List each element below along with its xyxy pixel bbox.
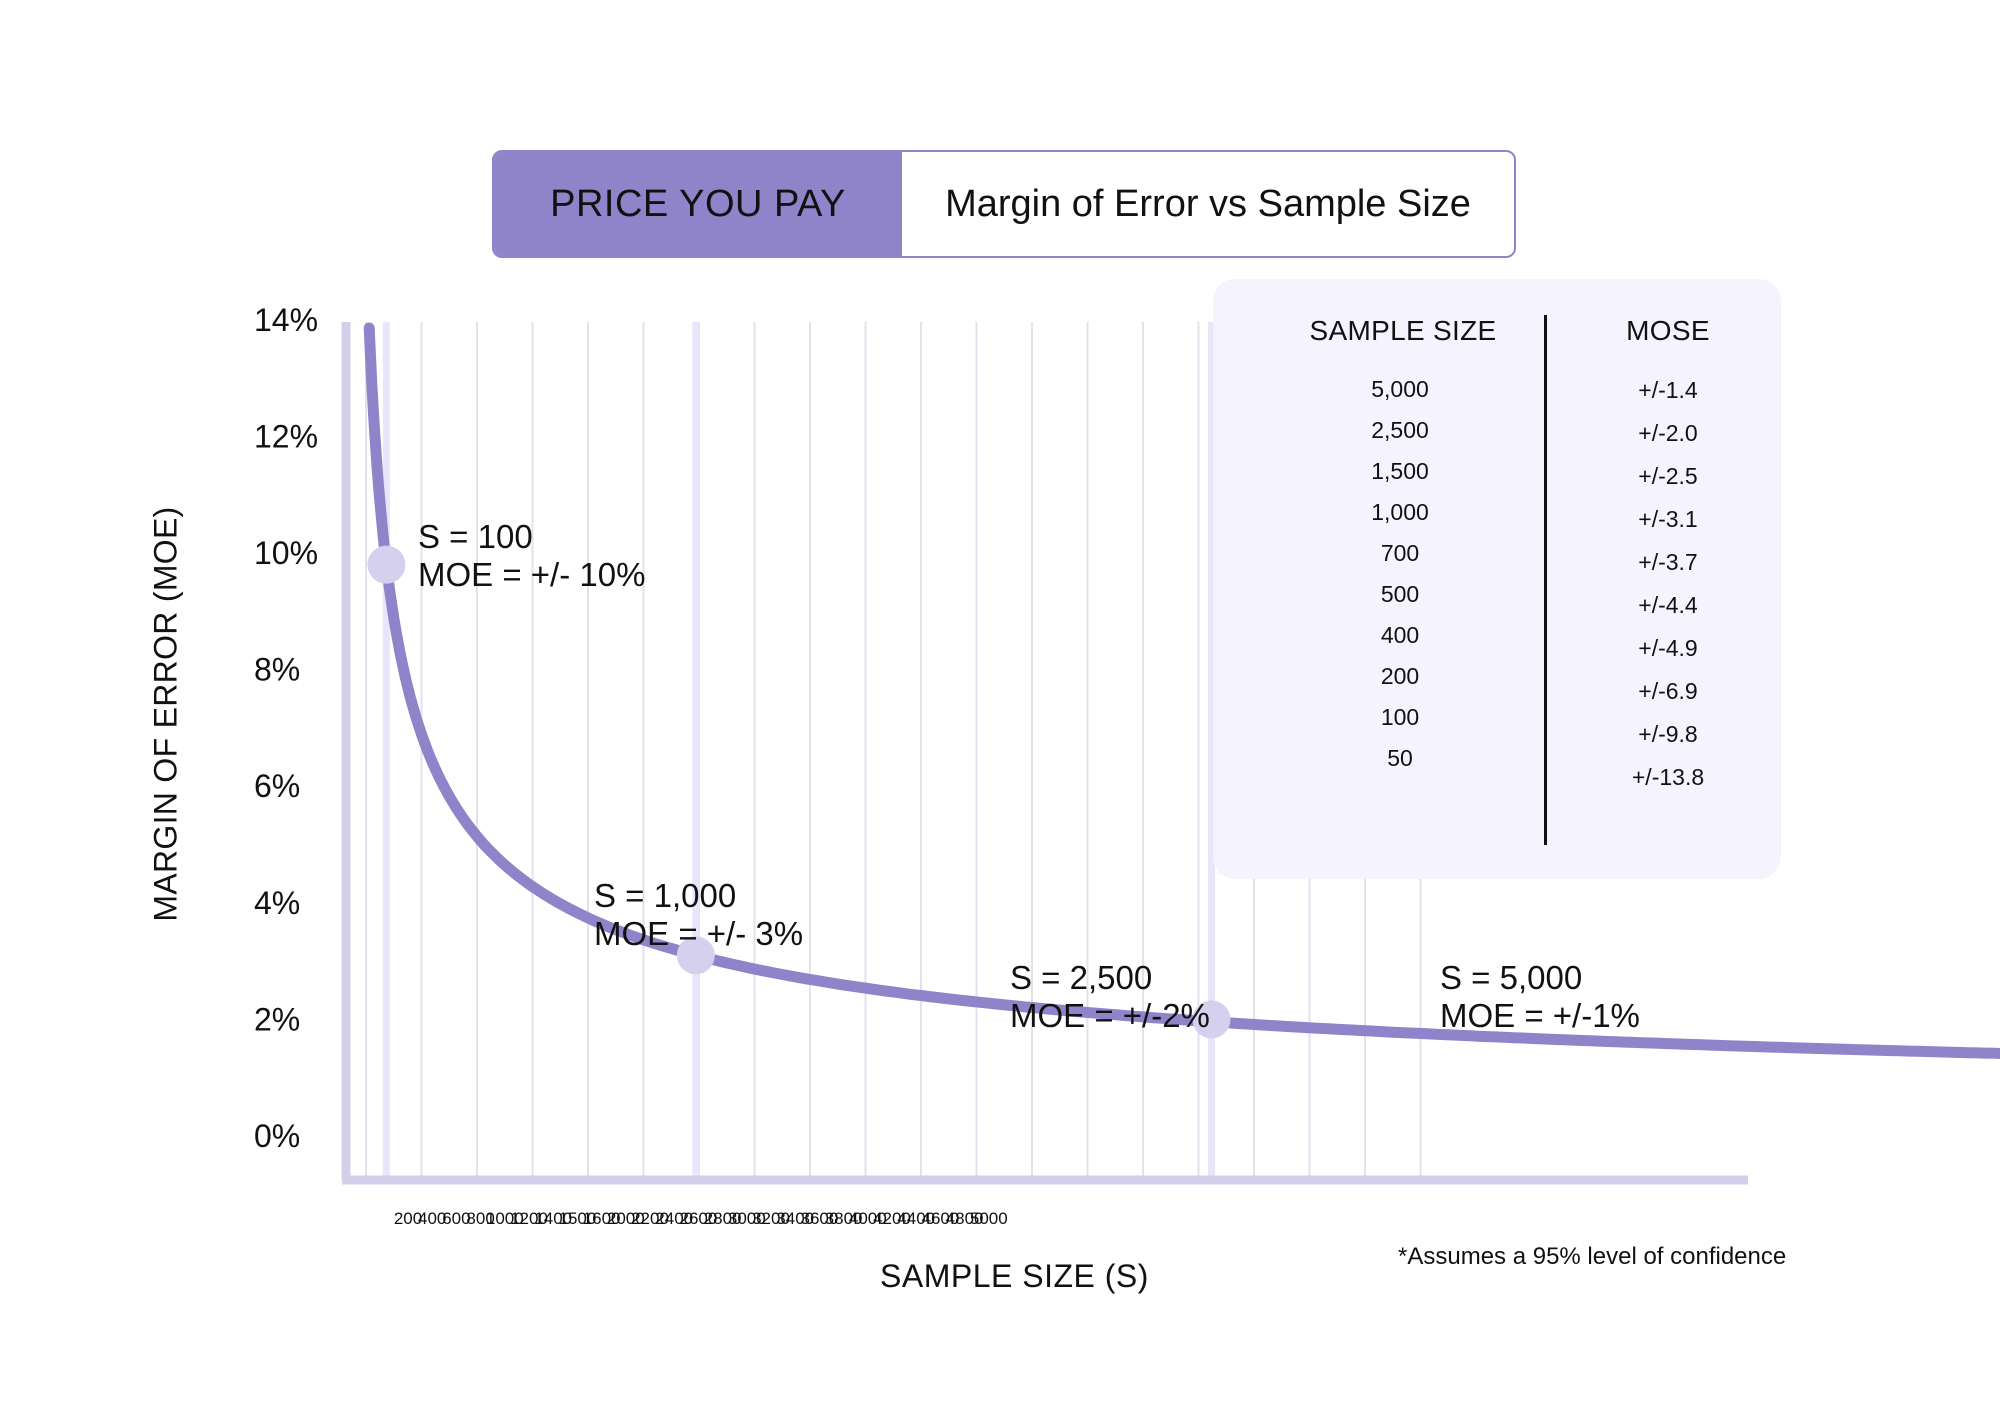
table-cell: +/-9.8 <box>1638 721 1698 747</box>
table-cell: +/-2.0 <box>1638 420 1698 446</box>
header-banner: PRICE YOU PAY Margin of Error vs Sample … <box>492 150 1516 258</box>
sample-size-header: SAMPLE SIZE <box>1309 315 1497 346</box>
x-tick-label: 1600 <box>583 1209 621 1228</box>
x-tick-label: 3200 <box>752 1209 790 1228</box>
y-tick-label: 6% <box>254 768 300 804</box>
x-tick-label: 3600 <box>800 1209 838 1228</box>
table-cell: 1,500 <box>1371 458 1429 484</box>
annotation-line: MOE = +/- 3% <box>594 915 804 952</box>
table-cell: +/-1.4 <box>1638 377 1698 403</box>
table-cell: 500 <box>1380 581 1420 607</box>
x-tick-label: 3800 <box>825 1209 863 1228</box>
data-point <box>676 936 715 975</box>
sample-size-column: SAMPLE SIZE 5,000 2,500 1,500 1,000 700 … <box>1253 315 1553 779</box>
y-tick-label: 4% <box>254 885 300 921</box>
x-tick-label: 2600 <box>679 1209 717 1228</box>
series-line <box>363 322 2000 1060</box>
annotation-s5000: S = 5,000 MOE = +/-1% <box>1440 959 1640 1035</box>
y-tick-label: 12% <box>254 418 318 454</box>
x-tick-label: 4800 <box>946 1209 984 1228</box>
table-cell: 700 <box>1380 540 1420 566</box>
table-cell: 2,500 <box>1371 417 1429 443</box>
table-cell: +/-2.5 <box>1638 463 1698 489</box>
x-tick-label: 2800 <box>704 1209 742 1228</box>
table-cell: 100 <box>1380 704 1420 730</box>
chart-title: Margin of Error vs Sample Size <box>945 182 1471 225</box>
data-point <box>367 545 406 584</box>
x-tick-label: 4400 <box>897 1209 935 1228</box>
axes <box>341 322 1748 1185</box>
mose-header: MOSE <box>1626 315 1710 346</box>
annotation-line: MOE = +/- 10% <box>418 556 646 593</box>
x-tick-label: 400 <box>418 1209 446 1228</box>
annotation-s100: S = 100 MOE = +/- 10% <box>418 518 645 594</box>
table-cell: +/-4.4 <box>1638 592 1698 618</box>
table-cell: +/-6.9 <box>1638 678 1698 704</box>
table-cell: +/-3.7 <box>1638 549 1698 575</box>
y-tick-label: 14% <box>254 302 318 338</box>
table-cell: +/-4.9 <box>1638 635 1698 661</box>
table-divider <box>1544 315 1547 845</box>
x-tick-label: 200 <box>394 1209 422 1228</box>
x-tick-label: 2200 <box>631 1209 669 1228</box>
table-cell: +/-13.8 <box>1631 764 1705 790</box>
y-tick-label: 10% <box>254 535 318 571</box>
header-tag: PRICE YOU PAY <box>494 152 902 256</box>
y-tick-label: 8% <box>254 652 300 688</box>
annotation-line: S = 5,000 <box>1440 959 1583 996</box>
x-tick-label: 5000 <box>970 1209 1008 1228</box>
data-points <box>367 545 1231 1039</box>
annotation-line: MOE = +/-2% <box>1010 997 1210 1034</box>
x-tick-label: 800 <box>466 1209 494 1228</box>
x-tick-label: 600 <box>442 1209 470 1228</box>
x-tick-label: 1500 <box>558 1209 596 1228</box>
annotation-line: S = 2,500 <box>1010 959 1153 996</box>
x-tick-label: 2400 <box>655 1209 693 1228</box>
table-cell: 1,000 <box>1371 499 1429 525</box>
footnote: *Assumes a 95% level of confidence <box>1398 1243 1787 1270</box>
x-tick-label: 1000 <box>486 1209 524 1228</box>
annotation-s1000: S = 1,000 MOE = +/- 3% <box>594 877 803 953</box>
annotation-line: MOE = +/-1% <box>1440 997 1640 1034</box>
data-point <box>1192 1000 1231 1039</box>
mose-column: MOSE +/-1.4 +/-2.0 +/-2.5 +/-3.1 +/-3.7 … <box>1573 315 1763 799</box>
table-cell: 50 <box>1387 745 1413 771</box>
table-cell: 200 <box>1380 663 1420 689</box>
x-tick-label: 3400 <box>776 1209 814 1228</box>
annotation-s2500: S = 2,500 MOE = +/-2% <box>1010 959 1210 1035</box>
x-tick-label: 4000 <box>849 1209 887 1228</box>
y-tick-label: 0% <box>254 1118 300 1154</box>
x-tick-label: 2000 <box>607 1209 645 1228</box>
annotation-line: S = 1,000 <box>594 877 737 914</box>
x-tick-label: 1400 <box>534 1209 572 1228</box>
table-cell: +/-3.1 <box>1638 506 1698 532</box>
x-tick-label: 1200 <box>510 1209 548 1228</box>
x-tick-label: 3000 <box>728 1209 766 1228</box>
y-axis-title: MARGIN OF ERROR (MOE) <box>147 506 184 922</box>
x-axis-title: SAMPLE SIZE (S) <box>880 1258 1149 1294</box>
moe-line <box>363 322 2000 1060</box>
table-cell: 400 <box>1380 622 1420 648</box>
x-tick-label: 4200 <box>873 1209 911 1228</box>
tick-labels: 0%2%4%6%8%10%12%14%200400600800100012001… <box>254 302 1008 1228</box>
y-tick-label: 2% <box>254 1001 300 1037</box>
table-cell: 5,000 <box>1371 376 1429 402</box>
annotation-line: S = 100 <box>418 518 533 555</box>
moe-table: SAMPLE SIZE 5,000 2,500 1,500 1,000 700 … <box>1213 279 1781 879</box>
x-tick-label: 4600 <box>921 1209 959 1228</box>
